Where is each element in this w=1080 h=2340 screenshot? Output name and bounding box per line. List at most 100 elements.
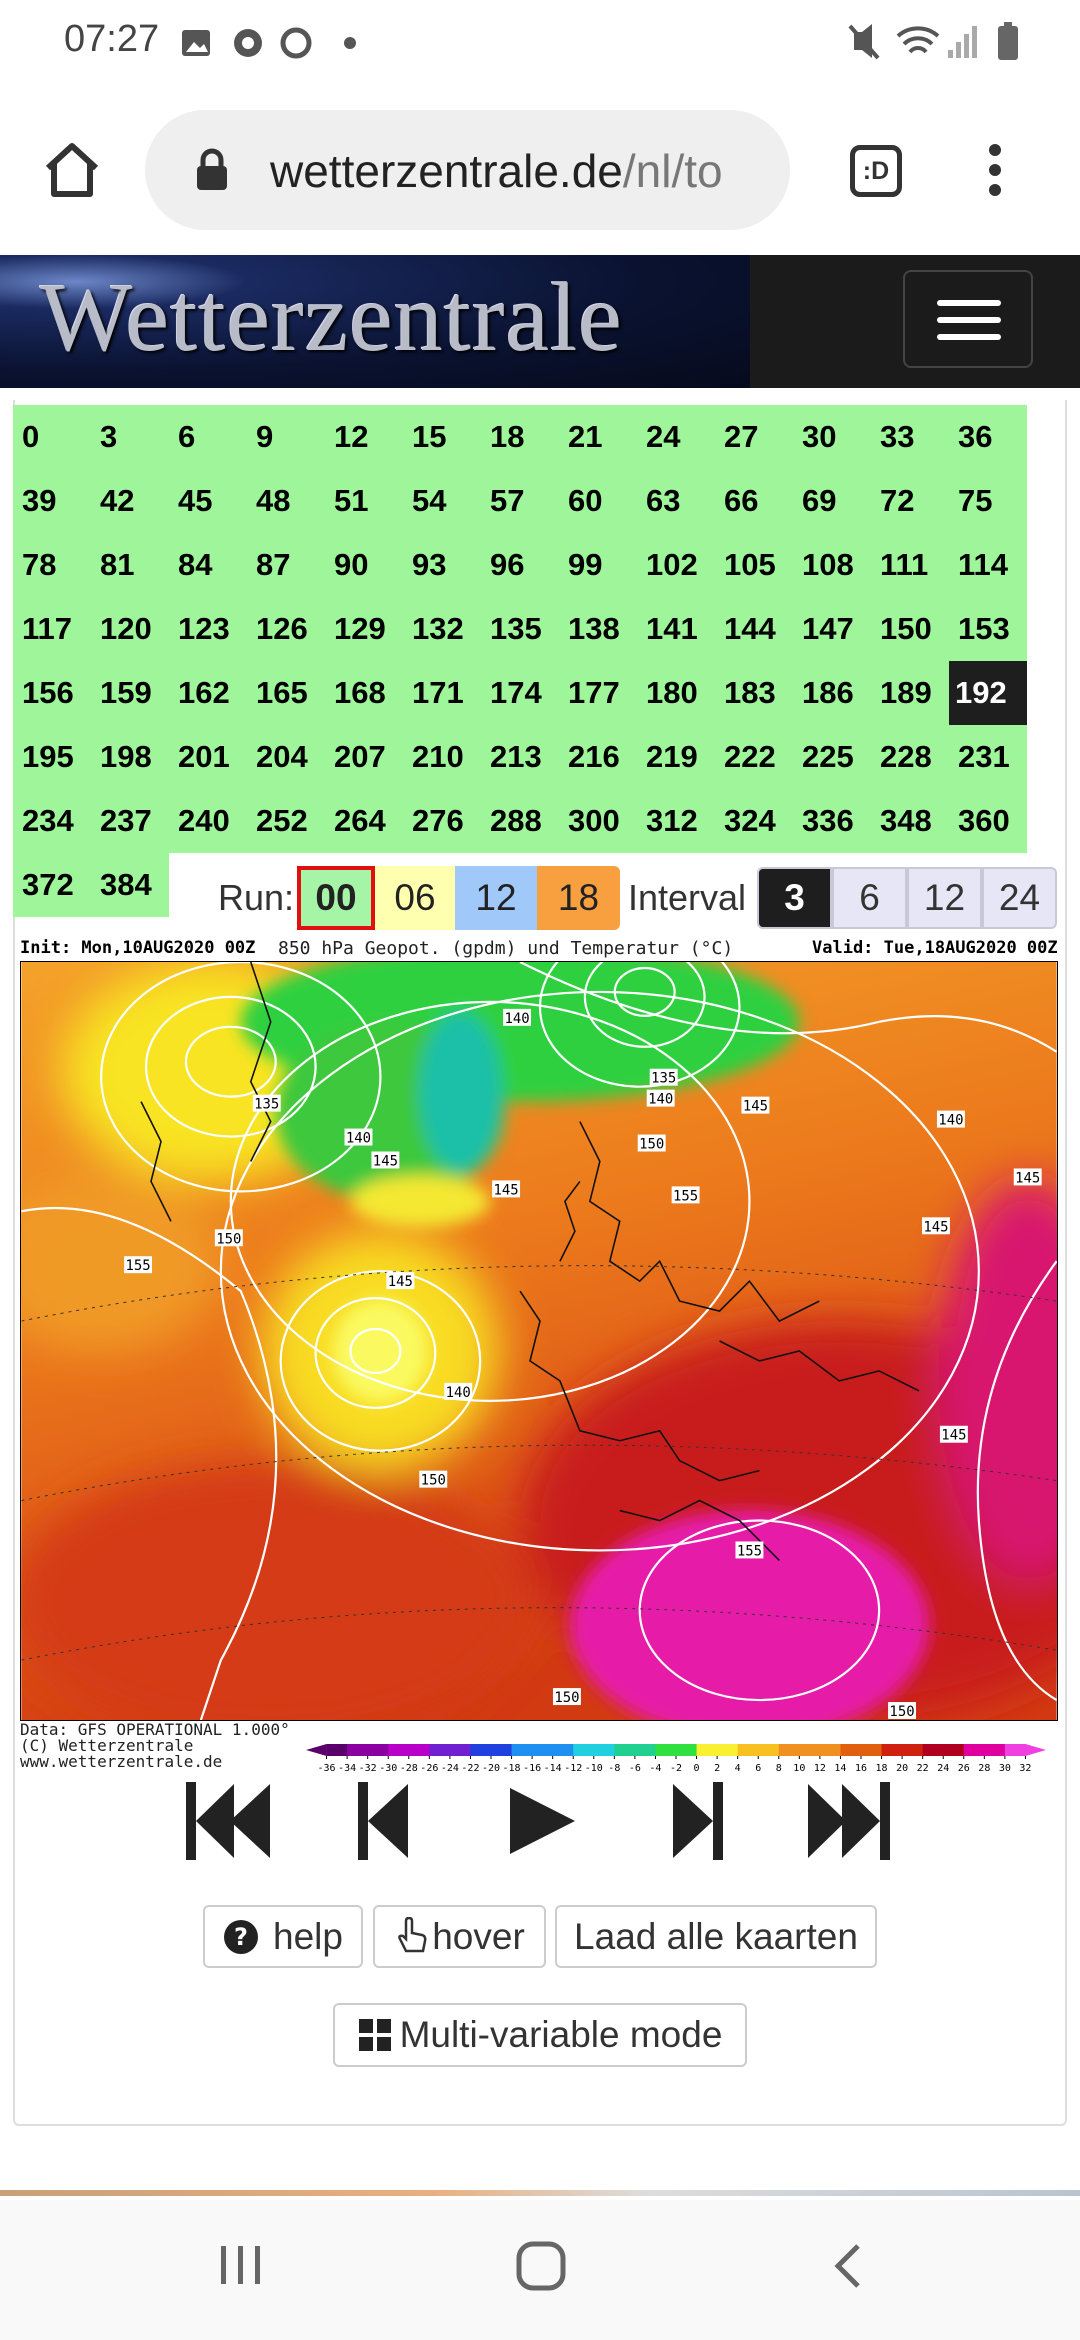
hour-cell[interactable]: 207 (325, 725, 403, 789)
hour-cell[interactable]: 177 (559, 661, 637, 725)
run-option[interactable]: 00 (297, 866, 375, 930)
hour-cell[interactable]: 33 (871, 405, 949, 469)
hour-cell[interactable]: 30 (793, 405, 871, 469)
hour-cell[interactable]: 135 (481, 597, 559, 661)
hour-cell[interactable]: 324 (715, 789, 793, 853)
hour-cell[interactable]: 195 (13, 725, 91, 789)
hour-cell[interactable]: 360 (949, 789, 1027, 853)
hour-cell[interactable]: 153 (949, 597, 1027, 661)
hour-cell[interactable]: 84 (169, 533, 247, 597)
hour-cell[interactable]: 120 (91, 597, 169, 661)
hour-cell[interactable]: 45 (169, 469, 247, 533)
hour-cell[interactable]: 105 (715, 533, 793, 597)
hour-cell[interactable]: 114 (949, 533, 1027, 597)
hamburger-button[interactable] (903, 270, 1033, 368)
hour-cell[interactable]: 42 (91, 469, 169, 533)
interval-option[interactable]: 24 (982, 867, 1057, 929)
home-button[interactable] (42, 140, 102, 200)
hour-cell[interactable]: 225 (793, 725, 871, 789)
hour-cell[interactable]: 216 (559, 725, 637, 789)
hour-cell[interactable]: 180 (637, 661, 715, 725)
weather-map[interactable]: 1351401451401351401501451551401451451501… (20, 961, 1058, 1721)
hour-cell[interactable]: 234 (13, 789, 91, 853)
back-button[interactable] (828, 2240, 868, 2292)
hour-cell[interactable]: 93 (403, 533, 481, 597)
hour-cell[interactable]: 18 (481, 405, 559, 469)
hour-cell[interactable]: 144 (715, 597, 793, 661)
hour-cell[interactable]: 372 (13, 853, 91, 917)
hour-cell[interactable]: 264 (325, 789, 403, 853)
interval-option[interactable]: 12 (907, 867, 982, 929)
hour-cell[interactable]: 165 (247, 661, 325, 725)
hour-cell[interactable]: 90 (325, 533, 403, 597)
hour-cell[interactable]: 99 (559, 533, 637, 597)
hour-cell[interactable]: 150 (871, 597, 949, 661)
hour-cell[interactable]: 186 (793, 661, 871, 725)
hour-cell[interactable]: 132 (403, 597, 481, 661)
hour-cell[interactable]: 189 (871, 661, 949, 725)
hour-cell[interactable]: 384 (91, 853, 169, 917)
hour-cell[interactable]: 141 (637, 597, 715, 661)
logo-banner[interactable] (0, 255, 750, 388)
hour-cell[interactable]: 147 (793, 597, 871, 661)
hour-cell[interactable]: 78 (13, 533, 91, 597)
hour-cell[interactable]: 156 (13, 661, 91, 725)
hour-cell[interactable]: 81 (91, 533, 169, 597)
hour-cell[interactable]: 204 (247, 725, 325, 789)
hour-cell[interactable]: 201 (169, 725, 247, 789)
recents-button[interactable] (215, 2240, 267, 2290)
hour-cell[interactable]: 48 (247, 469, 325, 533)
hour-cell[interactable]: 198 (91, 725, 169, 789)
interval-option[interactable]: 3 (757, 867, 832, 929)
hour-cell[interactable]: 129 (325, 597, 403, 661)
hour-cell[interactable]: 108 (793, 533, 871, 597)
hour-cell[interactable]: 60 (559, 469, 637, 533)
hour-cell[interactable]: 213 (481, 725, 559, 789)
run-option[interactable]: 18 (537, 866, 620, 930)
hover-button[interactable]: hover (373, 1905, 546, 1968)
hour-cell[interactable]: 312 (637, 789, 715, 853)
hour-cell[interactable]: 300 (559, 789, 637, 853)
multi-variable-button[interactable]: Multi-variable mode (333, 2003, 747, 2067)
hour-cell[interactable]: 228 (871, 725, 949, 789)
help-button[interactable]: ? help (203, 1905, 363, 1968)
hour-cell[interactable]: 183 (715, 661, 793, 725)
hour-cell[interactable]: 336 (793, 789, 871, 853)
last-button[interactable] (808, 1782, 890, 1860)
hour-cell[interactable]: 96 (481, 533, 559, 597)
hour-cell[interactable]: 348 (871, 789, 949, 853)
hour-cell[interactable]: 162 (169, 661, 247, 725)
hour-cell[interactable]: 237 (91, 789, 169, 853)
hour-cell[interactable]: 240 (169, 789, 247, 853)
hour-cell[interactable]: 72 (871, 469, 949, 533)
prev-button[interactable] (358, 1782, 408, 1860)
hour-cell[interactable]: 159 (91, 661, 169, 725)
hour-cell[interactable]: 57 (481, 469, 559, 533)
hour-cell[interactable]: 219 (637, 725, 715, 789)
hour-cell[interactable]: 24 (637, 405, 715, 469)
hour-cell[interactable]: 174 (481, 661, 559, 725)
hour-cell[interactable]: 51 (325, 469, 403, 533)
hour-cell[interactable]: 276 (403, 789, 481, 853)
tabs-button[interactable]: :D (850, 145, 902, 197)
next-button[interactable] (673, 1782, 723, 1860)
hour-cell[interactable]: 12 (325, 405, 403, 469)
hour-cell[interactable]: 21 (559, 405, 637, 469)
hour-cell[interactable]: 117 (13, 597, 91, 661)
run-option[interactable]: 12 (455, 866, 537, 930)
hour-cell[interactable]: 69 (793, 469, 871, 533)
url-bar[interactable] (145, 110, 790, 230)
menu-button[interactable] (982, 140, 1008, 200)
hour-cell[interactable]: 27 (715, 405, 793, 469)
hour-cell[interactable]: 192 (949, 661, 1027, 725)
hour-cell[interactable]: 66 (715, 469, 793, 533)
run-option[interactable]: 06 (375, 866, 455, 930)
hour-cell[interactable]: 123 (169, 597, 247, 661)
hour-cell[interactable]: 36 (949, 405, 1027, 469)
hour-cell[interactable]: 252 (247, 789, 325, 853)
first-button[interactable] (186, 1782, 270, 1860)
home-nav-button[interactable] (515, 2240, 567, 2292)
hour-cell[interactable]: 126 (247, 597, 325, 661)
hour-cell[interactable]: 15 (403, 405, 481, 469)
hour-cell[interactable]: 222 (715, 725, 793, 789)
